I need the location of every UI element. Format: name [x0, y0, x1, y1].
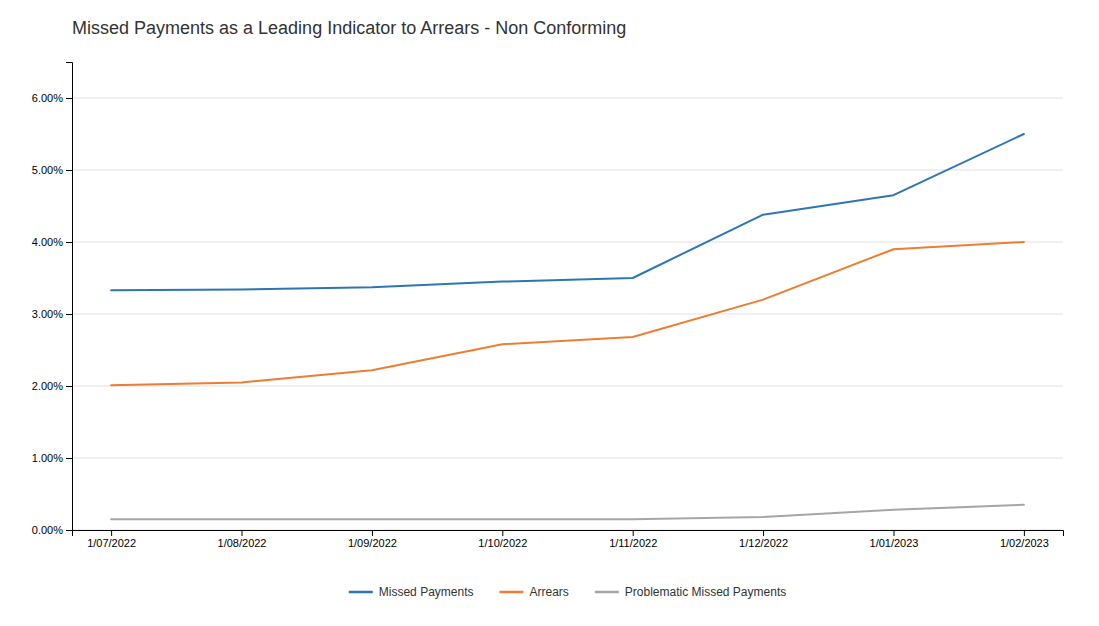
- x-tick-mark: [502, 530, 503, 536]
- y-tick: 1.00%: [32, 452, 72, 464]
- y-tick-mark: [66, 98, 72, 99]
- x-tick-label: 1/12/2022: [739, 537, 788, 549]
- x-tick: 1/07/2022: [87, 530, 136, 549]
- plot-area: 0.00% 1.00% 2.00% 3.00% 4.00% 5.00% 6.00% 1/07/…: [32, 63, 1064, 549]
- grid: [72, 98, 1063, 530]
- x-tick-mark: [633, 530, 634, 536]
- legend: Missed Payments Arrears Problematic Missed…: [349, 585, 786, 599]
- chart: 0.00% 1.00% 2.00% 3.00% 4.00% 5.00% 6.00% 1/07/…: [0, 0, 1099, 626]
- y-tick-mark: [66, 314, 72, 315]
- y-tick-label: 0.00%: [32, 524, 63, 536]
- x-tick: 1/12/2022: [739, 530, 788, 549]
- grid-line: [72, 170, 1063, 171]
- legend-label: Missed Payments: [379, 585, 474, 599]
- x-tick: 1/02/2023: [1000, 530, 1049, 549]
- y-tick-label: 5.00%: [32, 164, 63, 176]
- legend-item: Arrears: [499, 585, 568, 599]
- y-tick-mark: [66, 530, 72, 531]
- y-tick-label: 2.00%: [32, 380, 63, 392]
- legend-label: Problematic Missed Payments: [625, 585, 786, 599]
- y-tick-label: 6.00%: [32, 92, 63, 104]
- x-tick-mark: [1024, 530, 1025, 536]
- y-tick-label: 3.00%: [32, 308, 63, 320]
- grid-line: [72, 98, 1063, 99]
- x-tick-label: 1/08/2022: [218, 537, 267, 549]
- legend-item: Missed Payments: [349, 585, 474, 599]
- legend-swatch: [349, 591, 373, 594]
- x-tick: 1/01/2023: [870, 530, 919, 549]
- x-tick-mark: [372, 530, 373, 536]
- legend-swatch: [595, 591, 619, 594]
- y-tick: 3.00%: [32, 308, 72, 320]
- y-tick-mark: [66, 386, 72, 387]
- y-tick-mark: [66, 170, 72, 171]
- x-axis: 1/07/2022 1/08/2022 1/09/2022 1/10/2022 1/11…: [73, 530, 1064, 549]
- x-tick-mark: [893, 530, 894, 536]
- series-line: [111, 242, 1024, 385]
- x-tick-label: 1/09/2022: [348, 537, 397, 549]
- x-tick: 1/09/2022: [348, 530, 397, 549]
- series-line: [111, 505, 1024, 519]
- x-tick: 1/08/2022: [218, 530, 267, 549]
- x-tick-label: 1/10/2022: [478, 537, 527, 549]
- legend-item: Problematic Missed Payments: [595, 585, 786, 599]
- title: Missed Payments as a Leading Indicator t…: [72, 18, 626, 38]
- x-axis-line: [73, 531, 1064, 537]
- x-tick-mark: [111, 530, 112, 536]
- y-axis-line: [66, 63, 73, 531]
- y-tick: 0.00%: [32, 524, 72, 536]
- grid-line: [72, 386, 1063, 387]
- y-tick: 5.00%: [32, 164, 72, 176]
- x-tick: 1/11/2022: [609, 530, 657, 549]
- y-tick-label: 4.00%: [32, 236, 63, 248]
- y-tick: 2.00%: [32, 380, 72, 392]
- grid-line: [72, 242, 1063, 243]
- grid-line: [72, 314, 1063, 315]
- x-tick-label: 1/07/2022: [87, 537, 136, 549]
- y-tick-mark: [66, 458, 72, 459]
- y-tick: 4.00%: [32, 236, 72, 248]
- y-axis: 0.00% 1.00% 2.00% 3.00% 4.00% 5.00% 6.00%: [32, 63, 73, 537]
- legend-swatch: [499, 591, 523, 594]
- x-tick-label: 1/11/2022: [609, 537, 657, 549]
- y-tick-mark: [66, 242, 72, 243]
- x-tick: 1/10/2022: [478, 530, 527, 549]
- series-line: [111, 134, 1024, 290]
- x-tick-label: 1/01/2023: [870, 537, 919, 549]
- legend-label: Arrears: [529, 585, 568, 599]
- x-tick-label: 1/02/2023: [1000, 537, 1049, 549]
- x-tick-mark: [242, 530, 243, 536]
- lines: [111, 134, 1024, 519]
- grid-line: [72, 458, 1063, 459]
- x-tick-mark: [763, 530, 764, 536]
- y-tick: 6.00%: [32, 92, 72, 104]
- y-tick-label: 1.00%: [32, 452, 63, 464]
